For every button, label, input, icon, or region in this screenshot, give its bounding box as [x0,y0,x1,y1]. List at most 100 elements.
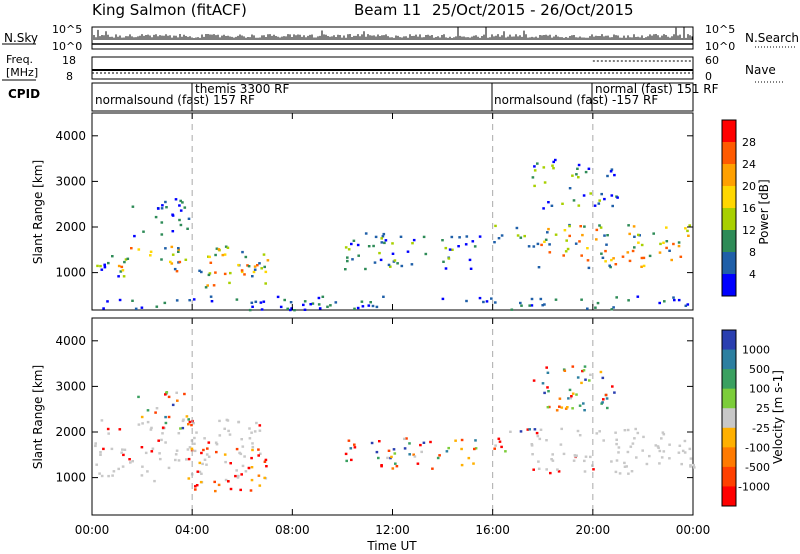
echo-cell [537,460,540,463]
echo-cell [658,449,662,453]
station-title: King Salmon (fitACF) [92,1,247,19]
power-colorbar: 28 24 20 16 12 8 4 [721,119,756,297]
echo-cell [235,469,238,472]
echo-cell [153,479,156,483]
colorbar-tick-label: -1000 [738,480,770,493]
echo-cell [533,165,536,168]
echo-cell [582,194,586,197]
echo-cell [383,241,386,245]
echo-cell [380,237,383,240]
echo-cell [665,226,668,229]
echo-cell [102,307,105,310]
echo-cell [642,264,646,268]
echo-cell [107,474,110,478]
y-tick-label: 2000 [55,220,86,234]
echo-cell [250,478,254,482]
echo-cell [357,254,360,257]
echo-cell [344,268,347,271]
echo-cell [142,230,145,233]
echo-cell [469,267,473,270]
echo-cell [258,484,262,487]
echo-cell [615,296,618,299]
echo-cell [167,415,171,419]
echo-cell [681,449,685,453]
echo-cell [677,241,681,244]
echo-cell [572,199,576,202]
echo-cell [652,232,655,235]
echo-cell [438,454,441,457]
echo-cell [393,259,397,262]
echo-cell [474,439,477,442]
echo-cell [636,431,640,435]
colorbar-tick-label: -100 [745,441,770,454]
echo-cell [633,235,636,238]
echo-cell [187,477,191,480]
echo-cell [546,386,549,389]
velocity-colorbar-label: Velocity [m s-1] [771,370,785,464]
echo-cell [174,198,178,201]
echo-cell [240,473,243,476]
velocity-panel: Slant Range [km] 1000 2000 3000 4000 [31,317,696,516]
echo-cell [454,439,457,442]
echo-cell [259,301,263,304]
echo-cell [117,264,121,268]
echo-cell [183,206,187,209]
echo-cell [441,297,445,301]
echo-cell [598,430,601,433]
freq-panel-frame [91,56,694,80]
echo-cell [627,224,630,227]
echo-cell [424,252,428,256]
echo-cell [568,388,572,392]
echo-cell [123,260,126,264]
echo-cell [668,457,671,460]
echo-cell [262,300,266,303]
echo-cell [617,446,621,449]
echo-cell [146,470,149,473]
echo-cell [478,296,482,300]
echo-cell [238,451,241,455]
echo-cell [257,448,260,451]
echo-cell [106,300,109,303]
echo-cell [253,430,257,433]
echo-cell [677,298,681,302]
noise-sky-label: N.Sky [4,31,38,45]
echo-cell [566,406,569,409]
echo-cell [100,268,104,271]
echo-cell [601,256,605,259]
echo-cell [604,393,608,397]
echo-cell [609,170,613,173]
echo-cell [228,281,231,285]
echo-cell [364,232,368,235]
echo-cell [668,249,671,252]
echo-cell [408,442,411,445]
echo-cell [584,455,588,458]
echo-cell [218,434,222,437]
echo-cell [159,457,162,461]
echo-cell [577,176,580,179]
echo-cell [248,308,252,312]
echo-cell [169,260,172,264]
echo-cell [160,233,164,236]
echo-cell [596,301,600,305]
echo-cell [648,454,651,458]
echo-cell [610,194,614,197]
echo-cell [250,431,253,434]
echo-cell [536,434,540,438]
echo-cell [572,459,576,462]
echo-cell [387,449,391,452]
echo-cell [177,250,180,253]
echo-cell [303,300,307,303]
echo-cell [392,448,396,451]
echo-cell [367,304,371,307]
echo-cell [150,426,153,430]
echo-cell [193,442,196,445]
echo-cell [203,437,206,440]
echo-cell [684,304,688,307]
echo-cell [568,187,572,190]
echo-cell [597,202,601,205]
echo-cell [658,301,661,305]
echo-cell [519,236,523,239]
echo-cell [520,304,523,307]
echo-cell [209,261,213,264]
